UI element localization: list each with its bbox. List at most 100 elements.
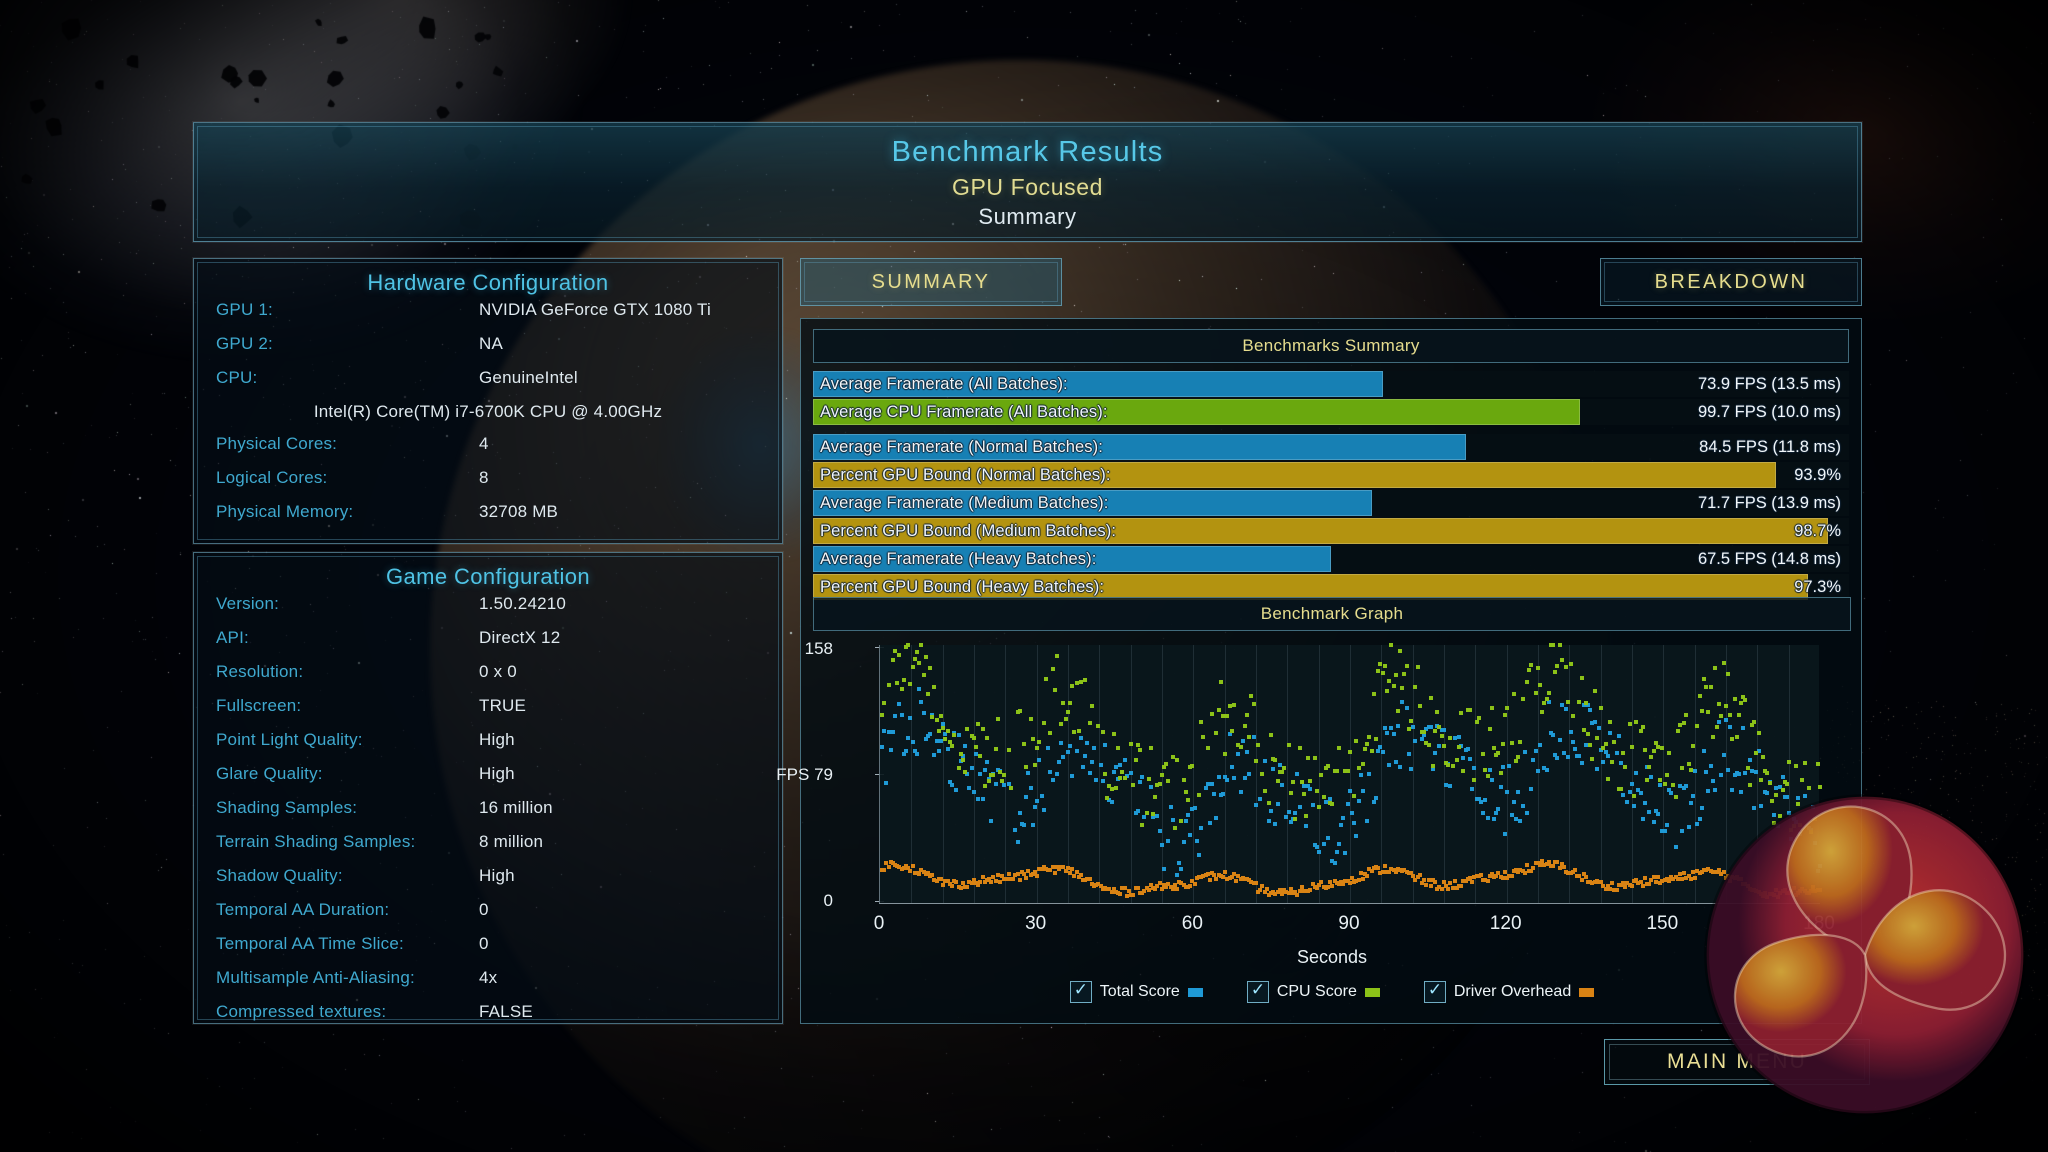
data-point <box>1317 850 1322 855</box>
data-point <box>1524 811 1529 816</box>
data-point <box>895 864 900 869</box>
data-point <box>1592 879 1597 884</box>
game-setting-key: Shadow Quality: <box>216 866 343 885</box>
legend-item[interactable]: Driver Overhead <box>1423 980 1595 1003</box>
data-point <box>1400 685 1405 690</box>
data-point <box>1406 752 1411 757</box>
data-point <box>1148 745 1153 750</box>
data-point <box>1513 868 1518 873</box>
data-point <box>1782 779 1787 784</box>
data-point <box>1621 751 1626 756</box>
data-point <box>1061 865 1066 870</box>
data-point <box>1651 819 1656 824</box>
data-point <box>1290 890 1295 895</box>
data-point <box>1636 788 1641 793</box>
game-setting-value: DirectX 12 <box>479 628 561 647</box>
data-point <box>1374 796 1379 801</box>
data-point <box>1474 796 1479 801</box>
data-point <box>1194 876 1199 881</box>
tab-summary[interactable]: SUMMARY <box>800 258 1062 306</box>
benchmark-bar-row: Average Framerate (All Batches): 73.9 FPS… <box>813 371 1849 397</box>
data-point <box>1542 700 1547 705</box>
data-point <box>1212 873 1217 878</box>
legend-checkbox[interactable] <box>1069 980 1092 1003</box>
data-point <box>1472 777 1477 782</box>
data-point <box>1041 865 1046 870</box>
data-point <box>1398 867 1403 872</box>
benchmark-bar-fill <box>813 574 1808 600</box>
data-point <box>1186 812 1191 817</box>
data-point <box>1815 762 1820 767</box>
data-point <box>1374 865 1379 870</box>
data-point <box>1529 663 1534 668</box>
results-content: SUMMARY BREAKDOWN Benchmarks Summary Ave… <box>776 258 1862 1024</box>
game-setting-row: Fullscreen: TRUE <box>216 696 760 730</box>
data-point <box>1096 724 1101 729</box>
data-point <box>1070 684 1075 689</box>
data-point <box>1094 778 1099 783</box>
data-point <box>1253 803 1258 808</box>
game-setting-row: Shadow Quality: High <box>216 866 760 900</box>
data-point <box>1695 869 1700 874</box>
data-point <box>1210 782 1215 787</box>
data-point <box>1175 872 1180 877</box>
data-point <box>956 766 961 771</box>
data-point <box>969 880 974 885</box>
tab-bar: SUMMARY BREAKDOWN <box>800 258 1862 312</box>
data-point <box>1260 884 1265 889</box>
legend-color-swatch <box>1364 987 1380 997</box>
data-point <box>1494 810 1499 815</box>
data-point <box>1325 764 1330 769</box>
data-point <box>1107 783 1112 788</box>
data-point <box>1476 874 1481 879</box>
data-point <box>1148 785 1153 790</box>
legend-color-swatch <box>1187 987 1203 997</box>
data-point <box>1732 697 1737 702</box>
data-point <box>1632 879 1636 884</box>
data-point <box>1271 890 1276 895</box>
data-point <box>1760 755 1765 760</box>
data-point <box>1238 790 1243 795</box>
data-point <box>1113 765 1118 770</box>
data-point <box>1675 729 1680 734</box>
data-point <box>978 879 983 884</box>
data-point <box>995 717 1000 722</box>
benchmark-bar-value: 97.3% <box>1794 577 1841 596</box>
data-point <box>1538 743 1542 748</box>
data-point <box>1286 810 1291 815</box>
data-point <box>1430 878 1435 883</box>
data-point <box>1774 786 1779 791</box>
legend-item[interactable]: CPU Score <box>1246 980 1380 1003</box>
data-point <box>1225 713 1230 718</box>
data-point <box>1607 731 1612 736</box>
data-point <box>1483 798 1488 803</box>
data-point <box>910 739 915 744</box>
data-point <box>991 773 996 778</box>
data-point <box>1697 816 1702 821</box>
data-point <box>1726 672 1730 677</box>
data-point <box>969 765 974 770</box>
data-point <box>1511 869 1516 874</box>
data-point <box>1129 893 1134 898</box>
data-point <box>1330 801 1335 806</box>
data-point <box>963 769 968 774</box>
data-point <box>1481 878 1486 883</box>
data-point <box>1691 870 1696 875</box>
data-point <box>1507 764 1512 769</box>
data-point <box>1524 679 1529 684</box>
data-point <box>1710 779 1715 784</box>
tab-breakdown[interactable]: BREAKDOWN <box>1600 258 1862 306</box>
legend-checkbox[interactable] <box>1246 980 1269 1003</box>
legend-checkbox[interactable] <box>1423 980 1446 1003</box>
data-point <box>880 745 884 750</box>
data-point <box>1498 771 1503 776</box>
data-point <box>1100 886 1105 891</box>
data-point <box>1249 880 1254 885</box>
data-point <box>1559 658 1564 663</box>
data-point <box>1118 763 1123 768</box>
data-point <box>1721 752 1726 757</box>
legend-item[interactable]: Total Score <box>1069 980 1203 1003</box>
data-point <box>1706 710 1711 715</box>
data-point <box>1411 874 1416 879</box>
data-point <box>1575 873 1580 878</box>
